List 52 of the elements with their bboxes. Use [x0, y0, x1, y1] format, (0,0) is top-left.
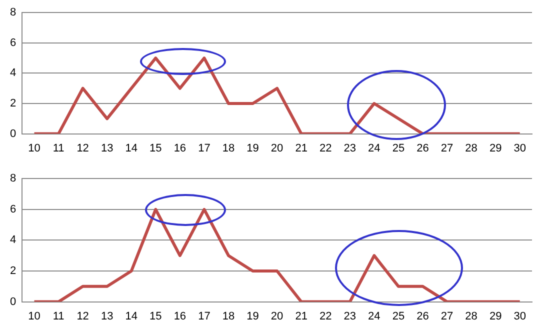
- x-tick-label: 21: [295, 310, 308, 322]
- x-tick-label: 19: [246, 310, 259, 322]
- x-tick-label: 25: [392, 142, 405, 154]
- x-tick-label: 29: [489, 310, 502, 322]
- x-tick-label: 18: [222, 142, 235, 154]
- y-tick-label: 8: [10, 172, 16, 185]
- x-tick-label: 17: [198, 310, 210, 322]
- y-tick-label: 0: [10, 128, 16, 140]
- x-tick-label: 29: [489, 142, 502, 154]
- x-tick-label: 26: [416, 310, 429, 322]
- x-tick-label: 10: [28, 142, 40, 154]
- x-tick-label: 27: [440, 142, 454, 154]
- x-tick-label: 28: [465, 310, 478, 322]
- x-tick-label: 13: [100, 142, 114, 154]
- x-tick-label: 16: [174, 142, 186, 154]
- x-tick-label: 22: [319, 142, 332, 154]
- x-tick-label: 25: [392, 310, 405, 322]
- y-tick-label: 2: [10, 98, 16, 110]
- x-tick-label: 11: [52, 310, 64, 322]
- x-tick-label: 27: [440, 310, 454, 322]
- x-tick-label: 20: [270, 310, 284, 322]
- x-tick-label: 18: [222, 310, 235, 322]
- x-tick-label: 23: [344, 310, 356, 322]
- x-tick-label: 23: [344, 142, 356, 154]
- x-tick-label: 20: [270, 142, 284, 154]
- y-tick-label: 6: [10, 203, 16, 216]
- x-tick-label: 30: [514, 142, 526, 154]
- x-tick-label: 13: [100, 310, 114, 322]
- x-tick-label: 17: [198, 142, 210, 154]
- y-tick-label: 2: [10, 265, 16, 278]
- x-tick-label: 26: [416, 142, 429, 154]
- x-tick-label: 15: [150, 142, 162, 154]
- x-tick-label: 21: [295, 142, 308, 154]
- x-tick-label: 30: [514, 310, 526, 322]
- y-tick-label: 0: [10, 296, 16, 308]
- x-tick-label: 24: [368, 310, 380, 322]
- x-tick-label: 10: [28, 310, 40, 322]
- x-tick-label: 24: [368, 142, 380, 154]
- x-tick-label: 12: [76, 310, 89, 322]
- y-tick-label: 4: [10, 234, 16, 246]
- y-tick-label: 8: [10, 6, 16, 19]
- x-tick-label: 15: [150, 310, 162, 322]
- x-tick-label: 19: [246, 142, 259, 154]
- x-tick-label: 14: [125, 310, 138, 322]
- x-tick-label: 22: [319, 310, 332, 322]
- x-tick-label: 28: [465, 142, 478, 154]
- y-tick-label: 6: [10, 36, 16, 49]
- y-tick-label: 4: [10, 67, 16, 80]
- x-tick-label: 11: [52, 142, 64, 154]
- x-tick-label: 16: [174, 310, 186, 322]
- x-tick-label: 14: [125, 142, 138, 154]
- x-tick-label: 12: [76, 142, 89, 154]
